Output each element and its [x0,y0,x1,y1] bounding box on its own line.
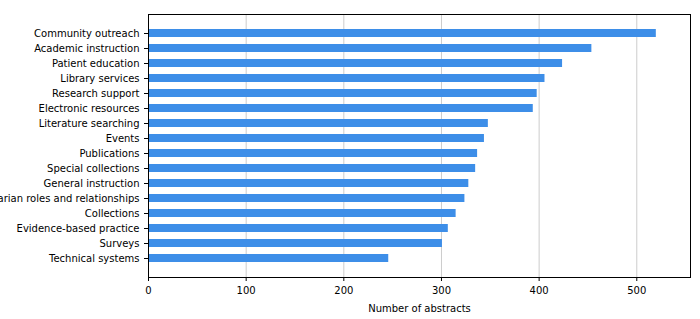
svg-text:300: 300 [432,285,451,296]
svg-text:Number of abstracts: Number of abstracts [368,303,471,314]
svg-text:Library services: Library services [60,73,139,84]
svg-text:Librarian roles and relationsh: Librarian roles and relationships [0,193,140,204]
svg-text:Publications: Publications [79,148,139,159]
svg-text:General instruction: General instruction [44,178,140,189]
svg-text:200: 200 [334,285,353,296]
svg-text:400: 400 [530,285,549,296]
svg-text:Events: Events [106,133,140,144]
svg-text:Technical systems: Technical systems [48,253,139,264]
svg-text:Community outreach: Community outreach [34,28,139,39]
svg-text:500: 500 [627,285,646,296]
svg-text:Electronic resources: Electronic resources [39,103,140,114]
svg-text:0: 0 [145,285,151,296]
svg-text:Patient education: Patient education [52,58,140,69]
svg-text:Special collections: Special collections [47,163,139,174]
svg-text:Collections: Collections [85,208,140,219]
svg-text:Surveys: Surveys [100,238,140,249]
svg-text:Literature searching: Literature searching [39,118,140,129]
svg-text:Research support: Research support [52,88,140,99]
svg-text:Academic instruction: Academic instruction [34,43,139,54]
svg-text:Evidence-based practice: Evidence-based practice [17,223,140,234]
svg-text:100: 100 [237,285,256,296]
